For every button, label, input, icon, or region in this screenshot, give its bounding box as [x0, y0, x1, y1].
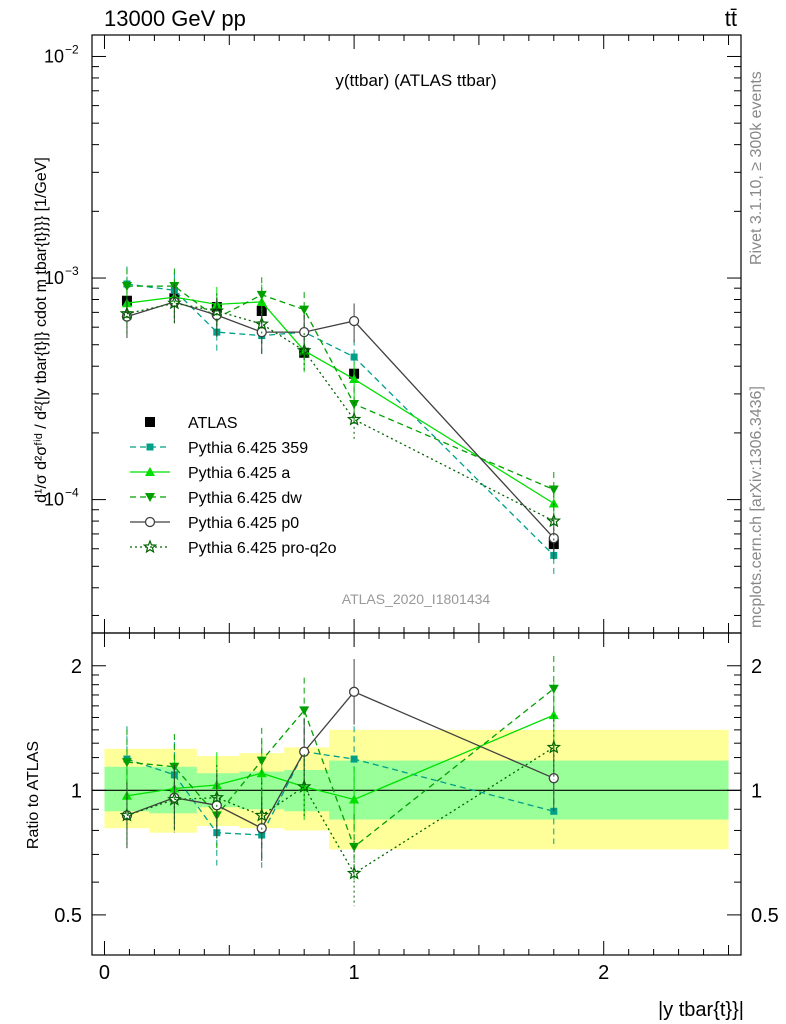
series-line-5: [126, 302, 555, 522]
data-point: [349, 400, 360, 410]
y-tick-label: 10: [44, 46, 64, 66]
data-point: [350, 353, 358, 361]
data-point: [348, 315, 360, 327]
ratio-y-tick-label-right: 0.5: [751, 905, 779, 927]
data-point: [296, 343, 312, 357]
ratio-point: [550, 807, 558, 815]
legend-label: Pythia 6.425 p0: [188, 515, 299, 532]
legend-marker: [145, 467, 155, 476]
data-point: [349, 374, 360, 384]
ratio-point: [119, 807, 135, 822]
data-point: [209, 303, 225, 318]
ratio-line-4: [126, 746, 555, 875]
series-line-3: [126, 285, 555, 491]
ratio-y-tick-label: 1: [71, 780, 82, 802]
data-point: [167, 295, 182, 310]
data-point: [121, 282, 132, 292]
legend-marker: [145, 493, 155, 502]
y-tick-label: 10: [44, 490, 64, 510]
ratio-point: [548, 773, 559, 784]
data-point: [546, 513, 562, 528]
ratio-point: [548, 710, 559, 720]
x-tick-label: 1: [349, 962, 360, 984]
ratio-point: [548, 684, 559, 694]
mcplots-label: mcplots.cern.ch [arXiv:1306.3436]: [748, 386, 765, 628]
ratio-point: [350, 755, 358, 763]
data-point: [119, 306, 135, 320]
ratio-y-tick-label: 0.5: [54, 905, 82, 927]
ratio-point: [546, 739, 562, 754]
ratio-point: [256, 756, 267, 766]
main-ylabel: d¹/σ d²σᶠⁱᵈ / d²{|y tbar{t}|} cdot m tba…: [33, 157, 50, 503]
ratio-point: [349, 794, 360, 804]
legend-label: Pythia 6.425 a: [188, 465, 290, 482]
ratio-y-tick-label: 2: [71, 656, 82, 678]
y-tick-exponent: −2: [65, 42, 79, 56]
y-tick-exponent: −4: [65, 486, 79, 500]
legend-label: ATLAS: [188, 415, 238, 432]
ratio-point: [299, 706, 310, 716]
legend-marker: [142, 539, 158, 554]
legend: ATLAS Pythia 6.425 359 Pythia 6.425 a Pythi…: [130, 415, 337, 557]
ratio-ylabel: Ratio to ATLAS: [25, 741, 42, 849]
legend-label: Pythia 6.425 pro-q2o: [188, 540, 337, 557]
x-tick-label: 0: [99, 962, 110, 984]
data-point: [299, 305, 310, 315]
x-tick-label: 2: [598, 962, 609, 984]
legend-marker: [146, 443, 154, 451]
data-point: [346, 411, 362, 426]
legend-label: Pythia 6.425 359: [188, 440, 308, 457]
legend-marker: [145, 417, 155, 427]
ratio-point: [296, 779, 312, 793]
data-point: [299, 326, 310, 338]
ratio-y-tick-label-right: 2: [751, 656, 762, 678]
ratio-point: [121, 758, 132, 768]
ratio-frame: [91, 632, 742, 956]
ratio-panel: 0.5 0.5 1 1 2 2 0 1 2: [54, 35, 779, 984]
ratio-xlabel: |y tbar{t}}|: [658, 999, 744, 1021]
header-left: 13000 GeV pp: [104, 6, 246, 31]
ratio-point: [254, 807, 269, 822]
main-panel: 10−410−310−2: [44, 34, 742, 634]
data-point: [256, 290, 267, 300]
ratio-point: [299, 746, 310, 757]
ratio-point: [167, 791, 182, 806]
y-tick-exponent: −3: [65, 264, 79, 278]
header-right: tt̄: [725, 6, 737, 31]
analysis-id: ATLAS_2020_I1801434: [342, 591, 491, 607]
y-tick-label: 10: [44, 268, 64, 288]
data-point: [254, 316, 269, 331]
rivet-label: Rivet 3.1.10, ≥ 300k events: [748, 71, 765, 265]
legend-marker: [144, 516, 156, 528]
ratio-point: [346, 865, 362, 880]
main-title: y(ttbar) (ATLAS ttbar): [335, 71, 496, 90]
legend-label: Pythia 6.425 dw: [188, 490, 302, 507]
data-point: [548, 485, 559, 495]
ratio-y-tick-label-right: 1: [751, 780, 762, 802]
ratio-point: [348, 686, 360, 697]
ratio-point: [209, 790, 225, 804]
